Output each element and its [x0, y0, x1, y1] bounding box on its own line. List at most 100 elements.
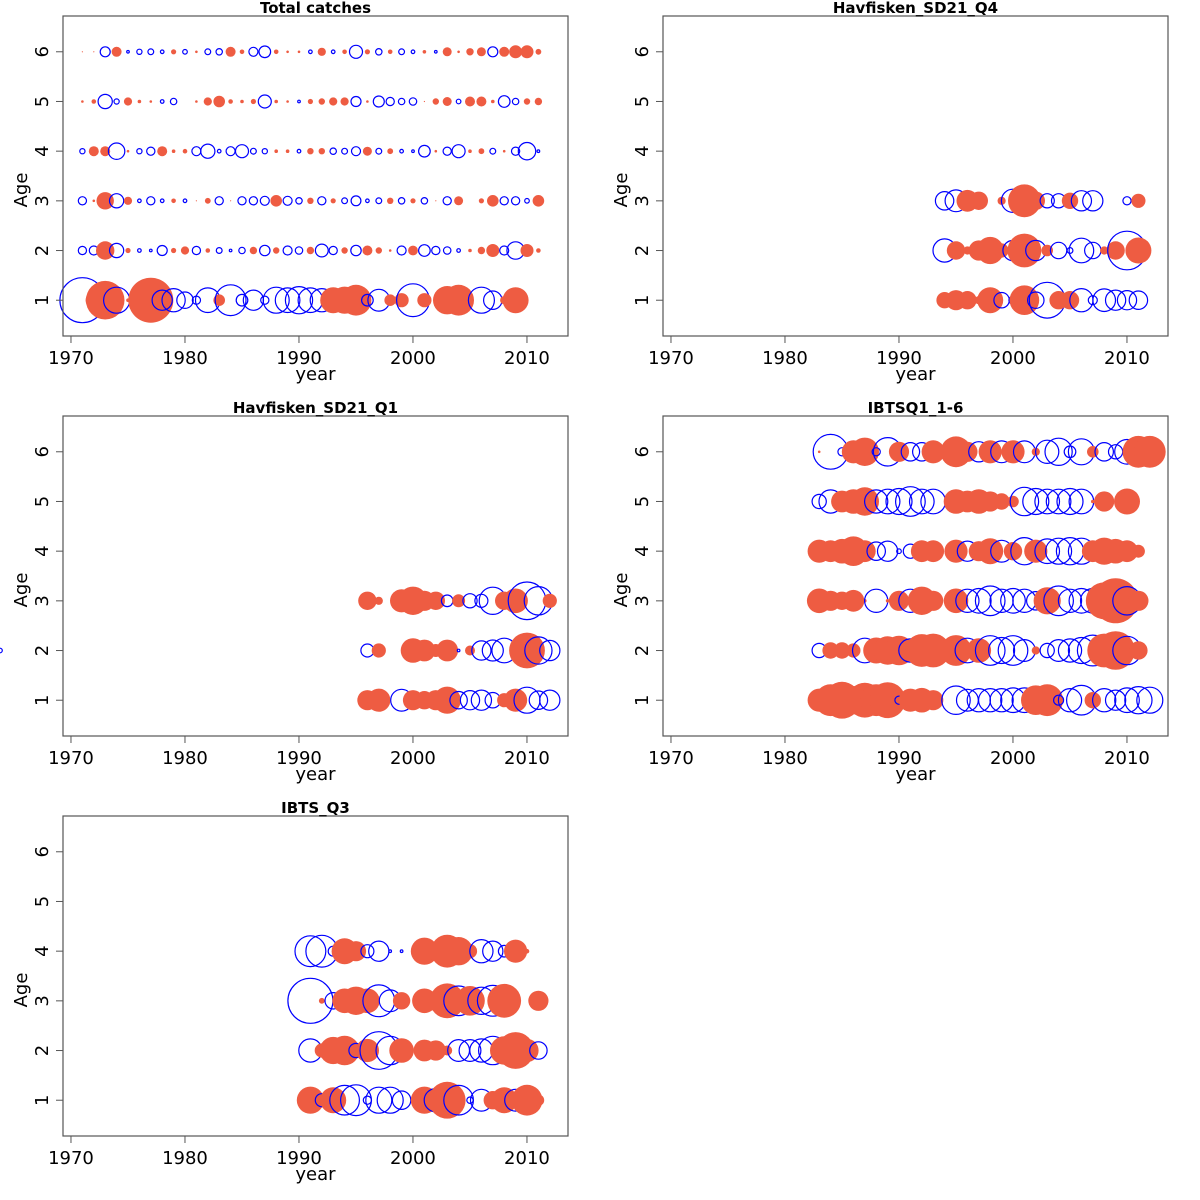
bubble-positive: [1087, 446, 1099, 458]
bubble-negative: [77, 196, 88, 206]
bubble-positive: [195, 100, 198, 103]
x-axis-label: year: [895, 764, 936, 785]
bubble-negative: [350, 244, 362, 257]
y-axis-label: Age: [611, 173, 632, 208]
bubble-negative: [811, 493, 827, 510]
bubble-negative: [258, 244, 271, 257]
bubble-negative: [296, 148, 302, 154]
bubble-positive: [387, 49, 393, 55]
y-tick-label: 4: [632, 545, 653, 556]
bubble-positive: [195, 200, 197, 202]
bubble-positive: [536, 248, 541, 253]
bubble-positive: [93, 51, 95, 53]
bubble-negative: [235, 293, 249, 307]
x-tick-label: 1970: [48, 1148, 94, 1169]
y-axis-label: Age: [11, 573, 32, 608]
bubble-negative: [1104, 689, 1127, 711]
bubble-positive: [366, 100, 369, 103]
bubble-negative: [539, 639, 561, 662]
bubble-positive: [1106, 241, 1125, 260]
bubble-positive: [468, 248, 472, 253]
bubble-positive: [384, 294, 397, 307]
bubble-negative: [1056, 487, 1084, 516]
bubbles: [59, 44, 545, 324]
bubble-negative: [238, 246, 246, 255]
bubble-negative: [866, 541, 886, 561]
x-tick-label: 1980: [762, 748, 808, 769]
y-tick-label: 5: [32, 496, 53, 507]
y-tick-label: 1: [32, 294, 53, 305]
bubble-negative: [431, 245, 441, 256]
bubble-negative: [399, 949, 404, 954]
bubble-negative: [510, 196, 521, 206]
bubble-negative: [420, 197, 429, 205]
bubble-positive: [454, 196, 464, 206]
x-tick-label: 1970: [48, 348, 94, 369]
bubble-negative: [136, 198, 142, 204]
bubble-positive: [429, 983, 465, 1019]
bubble-negative: [161, 288, 186, 313]
bubble-positive: [1026, 191, 1046, 210]
bubble-positive: [1091, 499, 1095, 504]
bubble-positive: [817, 450, 821, 454]
bubble-positive: [434, 149, 438, 153]
bubble-positive: [524, 948, 530, 954]
bubble-negative: [499, 245, 510, 256]
bubble-positive: [1031, 684, 1064, 717]
x-axis-label: year: [295, 1164, 336, 1185]
bubble-positive: [330, 198, 336, 204]
bubble-positive: [535, 48, 542, 55]
y-tick-label: 1: [32, 1094, 53, 1105]
bubble-negative: [376, 1086, 404, 1114]
y-tick-label: 1: [32, 694, 53, 705]
bubble-positive: [969, 191, 988, 210]
bubble-positive: [137, 99, 142, 104]
bubble-negative: [1066, 247, 1074, 255]
bubble-negative: [1047, 638, 1071, 662]
bubble-positive: [542, 593, 557, 608]
bubble-negative: [1034, 439, 1060, 464]
bubble-negative: [297, 99, 301, 104]
x-tick-label: 2000: [390, 748, 436, 769]
bubble-negative: [1104, 289, 1127, 311]
bubble-positive: [502, 149, 506, 153]
x-axis-label: year: [295, 764, 336, 785]
bubble-negative: [228, 248, 233, 253]
bubble-negative: [871, 447, 881, 457]
panel-1: 1970 1980 1990 2000 2010 1 2 3 4 5 6 Havfisken_SD21…: [611, 0, 1169, 385]
bubble-negative: [308, 49, 313, 55]
y-tick-label: 4: [32, 145, 53, 156]
bubble-negative: [974, 635, 1006, 666]
bubble-negative: [955, 588, 980, 614]
x-tick-label: 1980: [762, 348, 808, 369]
bubble-positive: [205, 248, 211, 253]
bubble-positive: [502, 287, 529, 314]
bubble-negative: [1044, 537, 1073, 565]
bubble-negative: [136, 248, 142, 253]
bubble-positive: [204, 197, 211, 204]
bubble-negative: [248, 46, 259, 57]
bubble-negative: [974, 585, 1006, 617]
bubble-positive: [433, 686, 461, 714]
bubble-negative: [1063, 445, 1077, 459]
y-tick-label: 5: [632, 496, 653, 507]
bubble-positive: [455, 986, 485, 1016]
y-tick-label: 5: [32, 96, 53, 107]
bubble-positive: [958, 291, 977, 310]
bubble-positive: [318, 148, 325, 155]
bubble-negative: [1045, 488, 1072, 515]
bubble-negative: [481, 639, 504, 662]
bubble-negative: [469, 939, 494, 964]
bubble-negative: [524, 636, 553, 665]
y-tick-label: 4: [32, 945, 53, 956]
bubble-positive: [367, 688, 391, 712]
bubble-positive: [442, 97, 452, 106]
bubble-positive: [375, 247, 382, 254]
bubble-negative: [1057, 588, 1083, 614]
bubble-negative: [524, 197, 530, 204]
bubble-negative: [159, 99, 165, 104]
bubble-negative: [146, 196, 156, 206]
bubble-positive: [499, 46, 510, 57]
bubble-negative: [1122, 196, 1132, 206]
